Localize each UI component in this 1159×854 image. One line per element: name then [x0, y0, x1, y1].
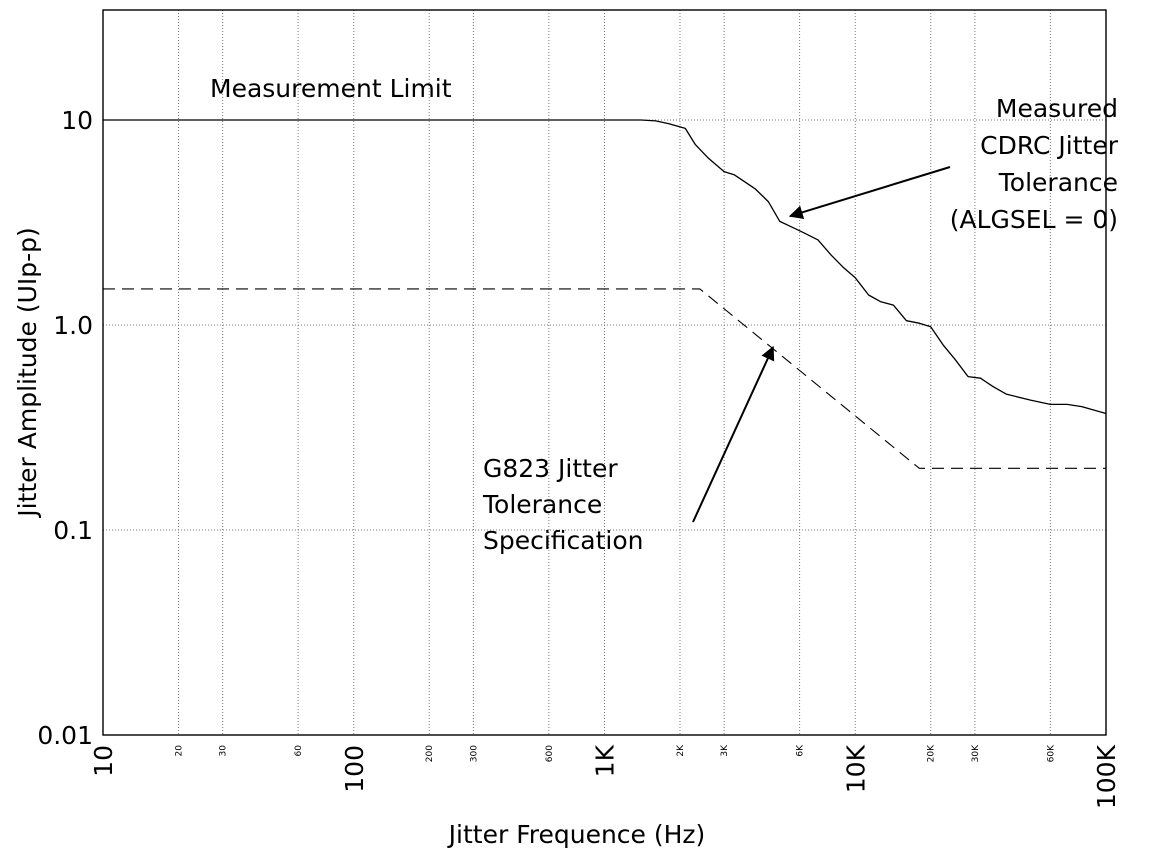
x-minor-tick-label: 60 [294, 745, 304, 757]
x-tick-label: 100K [1092, 744, 1121, 809]
annotation-g823-spec-line: Specification [483, 526, 644, 555]
x-tick-label: 10 [89, 745, 118, 777]
x-tick-label: 100 [340, 745, 369, 793]
annotation-g823-spec-arrow [692, 345, 775, 523]
annotation-measured-cdrc-line: Tolerance [998, 168, 1118, 197]
x-minor-tick-label: 3K [720, 744, 730, 757]
g823-spec-line [103, 288, 1106, 469]
annotation-measured-cdrc-line: (ALGSEL = 0) [950, 205, 1118, 234]
x-minor-tick-label: 2K [676, 744, 686, 757]
x-minor-tick-label: 20K [927, 744, 937, 762]
measured-tolerance-line [103, 119, 1107, 415]
y-tick-label: 0.01 [37, 721, 93, 750]
annotation-g823-spec-line: G823 Jitter [483, 454, 618, 483]
annotation-measurement-limit-line: Measurement Limit [210, 74, 452, 103]
x-minor-tick-label: 30K [971, 744, 981, 762]
y-tick-label: 0.1 [53, 516, 93, 545]
x-axis-label: Jitter Frequence (Hz) [447, 820, 706, 849]
x-tick-label: 1K [591, 744, 620, 777]
y-axis-label: Jitter Amplitude (UIp-p) [13, 227, 42, 519]
x-minor-tick-label: 30 [219, 745, 229, 757]
x-minor-tick-label: 200 [425, 745, 435, 762]
annotation-measured-cdrc-line: Measured [996, 94, 1118, 123]
grid-lines [103, 10, 1106, 735]
y-tick-label: 10 [61, 106, 93, 135]
x-minor-tick-label: 600 [545, 745, 555, 762]
tick-labels: 0.01 0.1 1.0 10 10 100 1K 10K 100K 20 30 60 200 300 60… [37, 106, 1121, 809]
y-tick-label: 1.0 [53, 311, 93, 340]
annotation-g823-spec-line: Tolerance [482, 490, 602, 519]
x-minor-tick-label: 6K [796, 744, 806, 757]
annotations: Measurement Limit Measured CDRC Jitter Tole… [210, 74, 1119, 555]
x-minor-tick-label: 300 [469, 745, 479, 762]
x-minor-tick-label: 20 [174, 745, 184, 757]
annotation-measured-cdrc-line: CDRC Jitter [980, 131, 1119, 160]
plot-frame [102, 9, 1107, 736]
series-layer [103, 119, 1107, 469]
x-minor-tick-label: 60K [1046, 744, 1056, 762]
x-tick-label: 10K [841, 744, 870, 793]
annotation-measured-cdrc-arrow [788, 166, 951, 220]
